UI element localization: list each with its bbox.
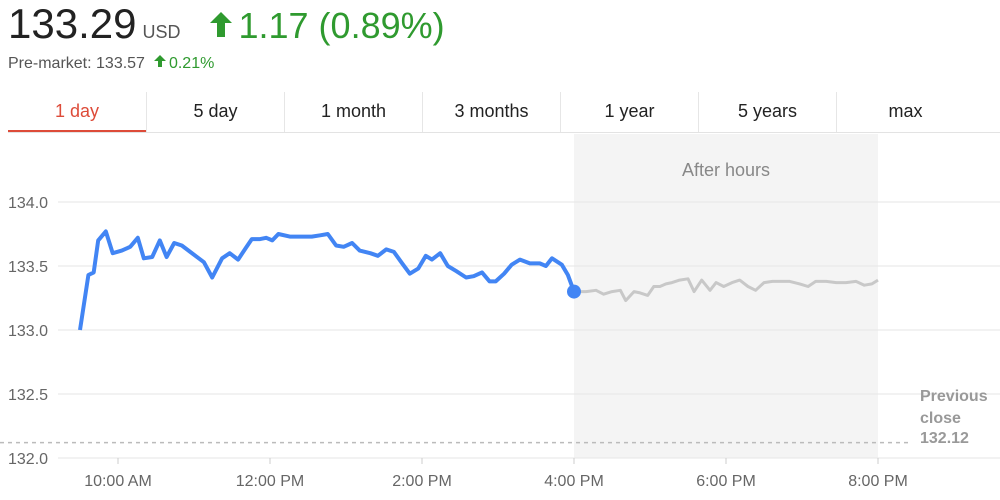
y-tick-label: 133.0	[8, 323, 48, 340]
x-tick-label: 6:00 PM	[696, 473, 756, 490]
shaded-label: After hours	[682, 160, 770, 180]
x-tick-label: 8:00 PM	[848, 473, 908, 490]
y-tick-label: 132.0	[8, 451, 48, 468]
x-tick-label: 12:00 PM	[236, 473, 304, 490]
reference-label: Previous close	[920, 388, 988, 427]
x-tick-label: 10:00 AM	[84, 473, 152, 490]
tab[interactable]: 5 years	[698, 92, 836, 132]
y-tick-label: 134.0	[8, 195, 48, 212]
up-arrow	[210, 12, 233, 37]
shaded-region	[574, 134, 878, 458]
y-tick-label: 132.5	[8, 387, 48, 404]
price: 133.29	[8, 0, 137, 47]
tab[interactable]: 1 day	[8, 92, 146, 132]
line	[574, 277, 879, 303]
tab[interactable]: 1 year	[560, 92, 698, 132]
tab[interactable]: 5 day	[146, 92, 284, 132]
y-tick-label: 133.5	[8, 259, 48, 276]
up-arrow	[153, 55, 166, 67]
premarket-row: Pre-market: 133.57 0.21%	[8, 54, 214, 73]
tab[interactable]: 1 month	[284, 92, 422, 132]
premarket-change: 0.21%	[168, 55, 215, 72]
tab[interactable]: max	[836, 92, 974, 132]
quote-header: 133.29 USD 1.17 (0.89%)	[8, 0, 445, 48]
change: 1.17 (0.89%)	[238, 5, 445, 46]
currency: USD	[142, 22, 181, 42]
last-point	[567, 284, 581, 299]
range-tabs: 1 day 5 day 1 month 3 months 1 year 5 ye…	[8, 92, 1000, 133]
tab[interactable]: 3 months	[422, 92, 560, 132]
reference-value: 132.12	[920, 430, 969, 447]
x-tick-label: 4:00 PM	[544, 473, 604, 490]
premarket: Pre-market: 133.57	[8, 55, 145, 72]
x-tick-label: 2:00 PM	[392, 473, 452, 490]
line	[78, 229, 576, 331]
